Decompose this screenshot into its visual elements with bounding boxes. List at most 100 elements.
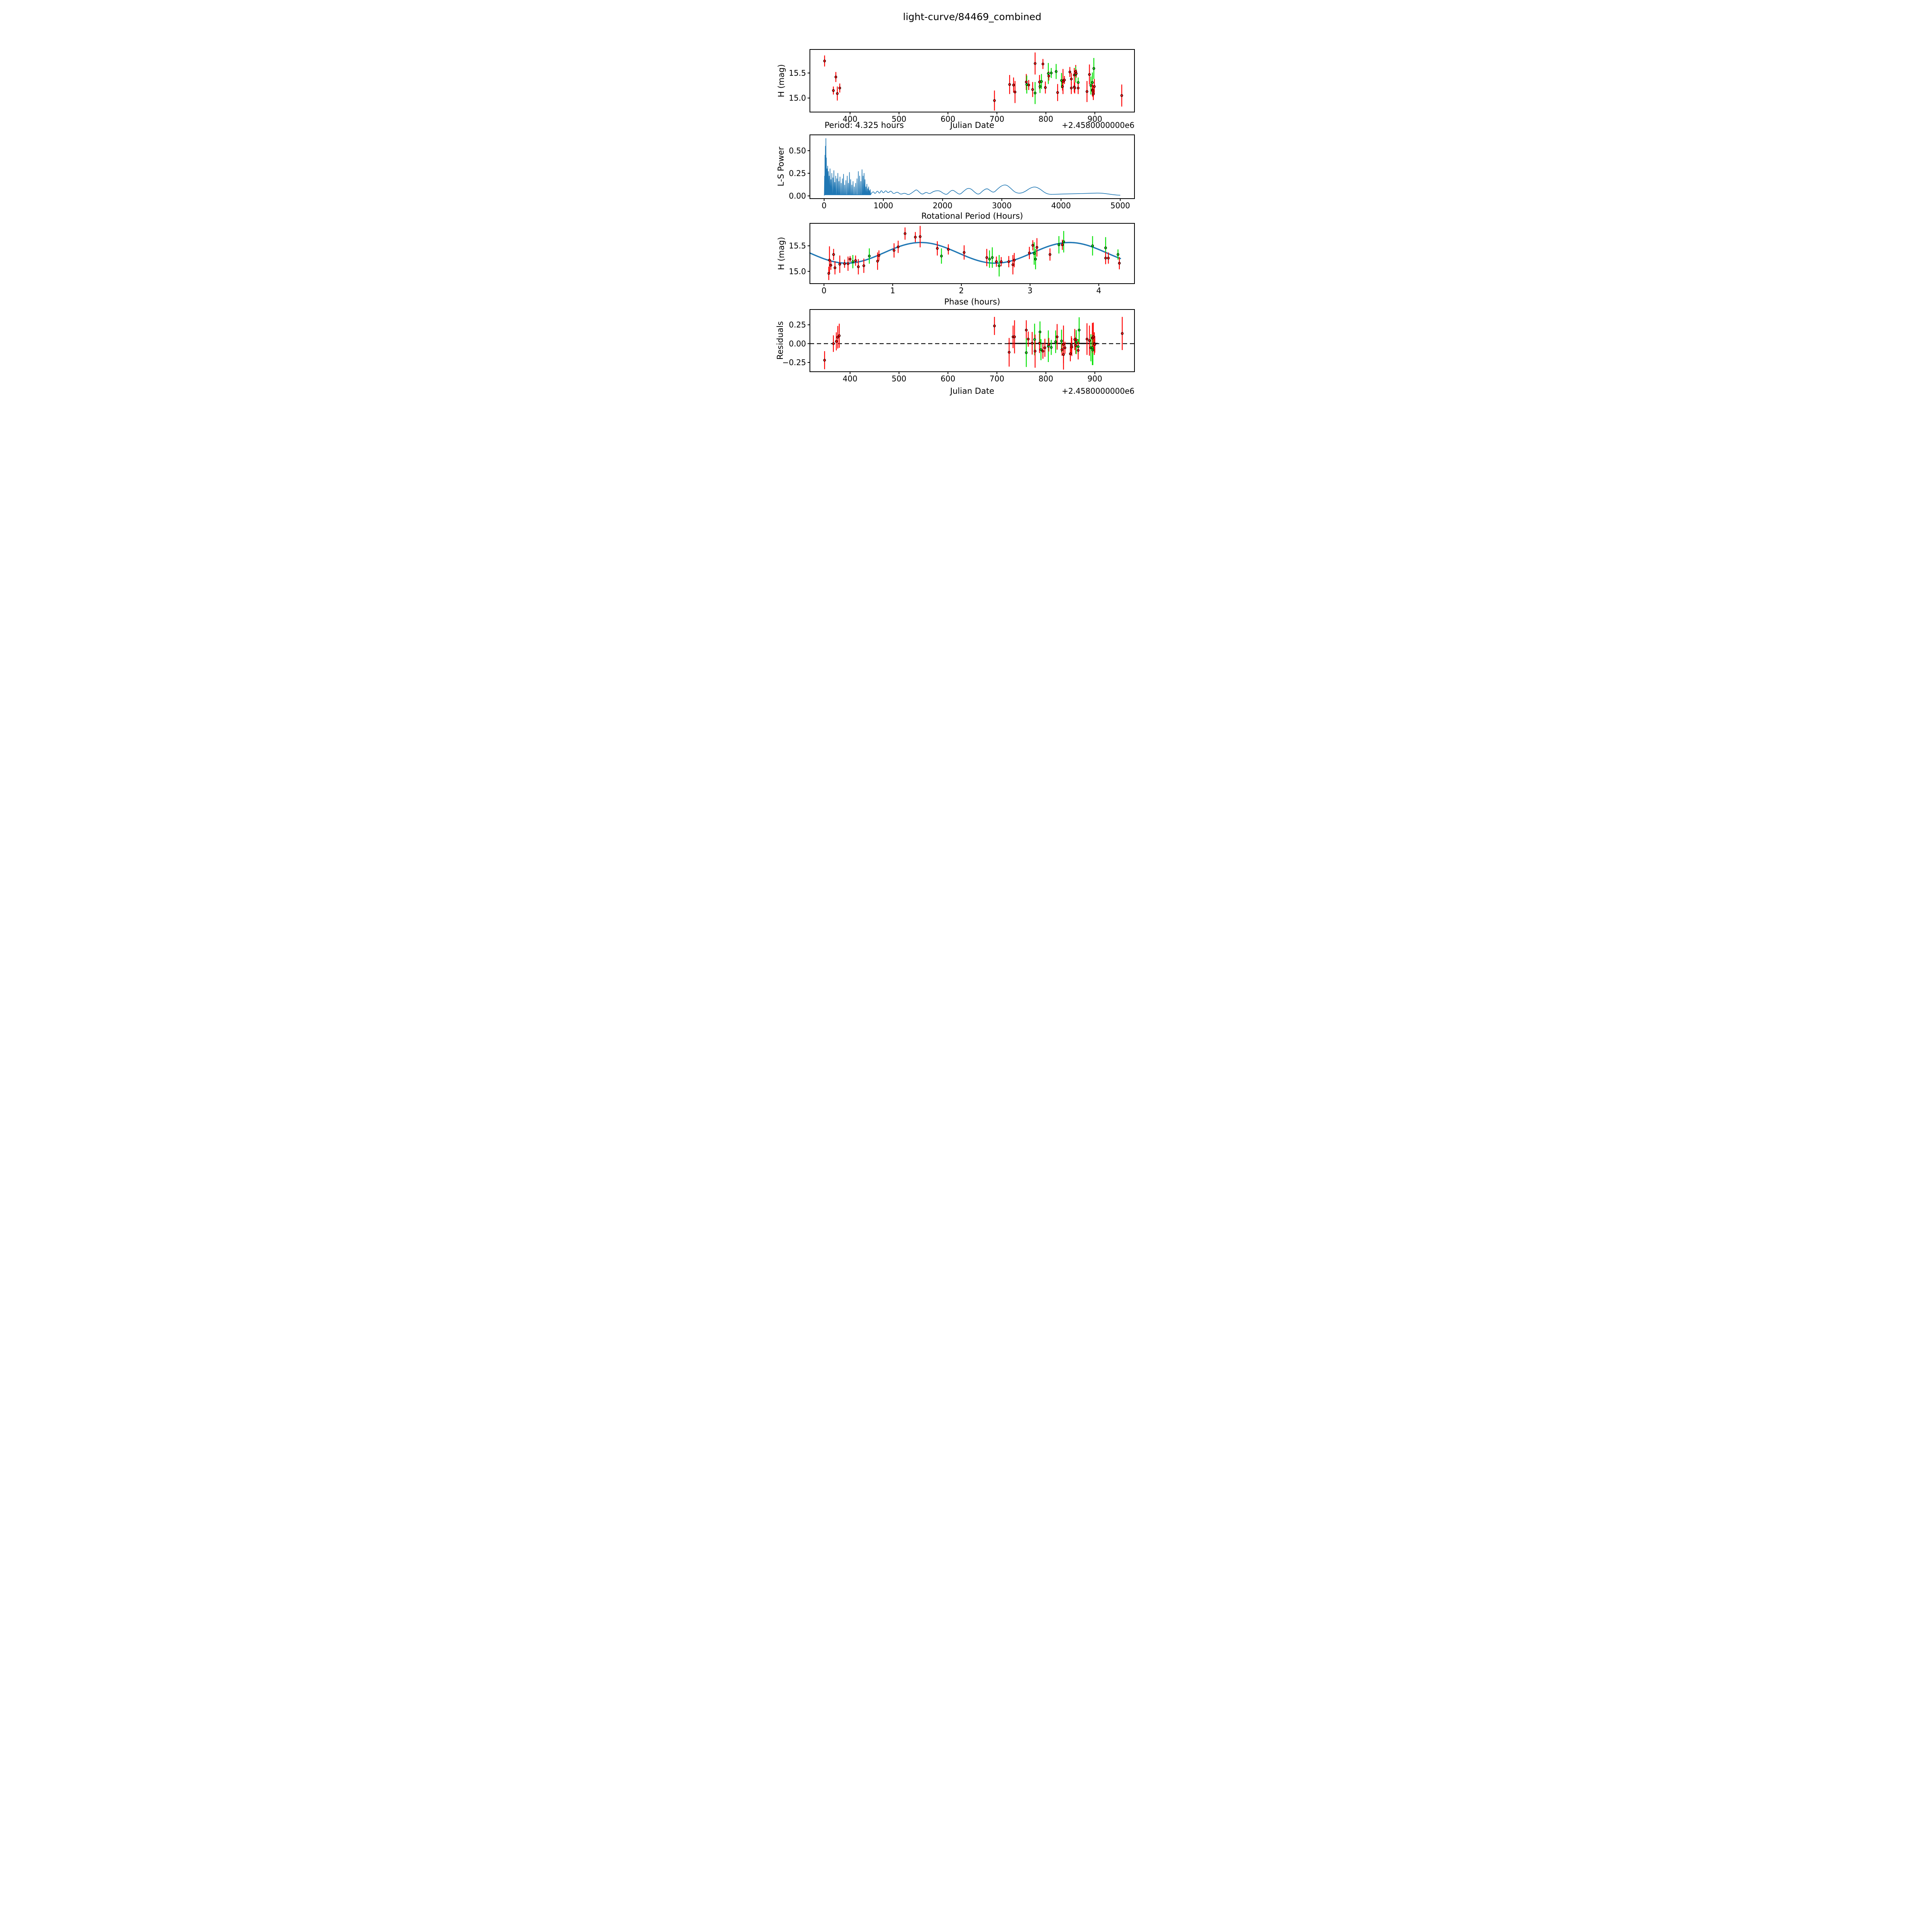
data-point [1025, 80, 1028, 83]
phase-frame [810, 223, 1135, 284]
data-point [993, 99, 996, 102]
data-point [1047, 75, 1050, 78]
data-point [1044, 86, 1047, 89]
data-point [847, 262, 850, 265]
data-point [985, 256, 988, 259]
data-point [940, 255, 943, 258]
data-point [995, 260, 998, 263]
data-point [1089, 84, 1092, 87]
data-point [1093, 85, 1096, 88]
data-point [1040, 80, 1043, 83]
data-point [1038, 342, 1041, 345]
data-point [827, 272, 830, 275]
data-point [1073, 87, 1076, 90]
x-tick-label: 2 [959, 286, 964, 295]
data-point [1078, 328, 1081, 332]
x-tick-label: 800 [1039, 374, 1053, 383]
data-point [1039, 85, 1041, 88]
data-point [1033, 338, 1036, 341]
data-point [1041, 350, 1044, 353]
data-point [1028, 252, 1031, 255]
data-point [1063, 346, 1066, 349]
period-annotation: Period: 4.325 hours [825, 121, 904, 130]
y-tick-label: 15.5 [789, 68, 806, 78]
data-point [1012, 83, 1015, 87]
x-tick-label: 600 [940, 114, 955, 124]
x-tick-label: 700 [990, 374, 1004, 383]
data-point [1007, 260, 1010, 263]
data-point [936, 247, 939, 250]
data-point [1057, 243, 1060, 247]
jd-mag-frame [810, 49, 1135, 112]
data-point [828, 259, 831, 262]
data-point [832, 253, 835, 256]
data-point [1034, 62, 1037, 65]
x-tick-label: 1000 [874, 201, 893, 210]
y-tick-label: 0.50 [789, 146, 806, 155]
x-tick-label: 400 [843, 114, 857, 124]
data-point [1061, 85, 1064, 88]
x-tick-label: 500 [891, 374, 906, 383]
data-point [1085, 338, 1088, 341]
data-point [947, 248, 950, 251]
data-point [849, 258, 852, 261]
data-point [1091, 81, 1094, 84]
data-point [1075, 340, 1078, 344]
x-tick-label: 0 [821, 201, 827, 210]
data-point [851, 260, 854, 263]
data-point [878, 254, 881, 257]
data-point [835, 340, 838, 343]
data-point [1092, 67, 1095, 70]
data-point [1116, 253, 1119, 256]
data-point [862, 264, 866, 267]
data-point [1047, 72, 1050, 75]
data-point [1039, 348, 1043, 351]
x-tick-label: 3000 [992, 201, 1012, 210]
y-tick-label: 0.00 [789, 339, 806, 348]
x-tick-label: 4000 [1051, 201, 1071, 210]
data-point [1093, 343, 1096, 346]
data-point [868, 255, 871, 258]
y-tick-label: 15.0 [789, 94, 806, 103]
data-point [1025, 351, 1028, 354]
data-point [1091, 244, 1094, 247]
data-point [1063, 78, 1066, 82]
data-point [1008, 351, 1011, 354]
data-point [1121, 332, 1124, 335]
data-point [1047, 343, 1050, 346]
x-tick-label: 900 [1087, 114, 1102, 124]
figure-title: light-curve/84469_combined [903, 11, 1041, 22]
data-point [991, 256, 994, 259]
phase-plot: 0 1 2 3 4 15.0 15.5 [789, 223, 1135, 295]
data-point [963, 251, 966, 254]
data-point [1056, 335, 1059, 338]
data-point [823, 60, 826, 63]
data-point [836, 92, 839, 95]
data-point [993, 325, 996, 327]
data-point [1000, 260, 1003, 263]
data-point [1092, 92, 1095, 95]
data-point [1054, 340, 1057, 343]
data-point [1085, 90, 1088, 93]
data-point [1031, 88, 1034, 91]
data-point [1074, 344, 1077, 347]
data-point [1075, 338, 1078, 342]
data-point [1075, 72, 1078, 75]
data-point [829, 264, 832, 267]
data-point [838, 263, 841, 266]
periodogram-xlabel: Rotational Period (Hours) [921, 211, 1023, 221]
data-point [1027, 338, 1030, 341]
data-point [1014, 90, 1017, 94]
data-point [1069, 352, 1072, 355]
data-point [1041, 63, 1044, 66]
data-point [1070, 77, 1073, 80]
data-point [1068, 70, 1071, 73]
data-point [1092, 335, 1095, 338]
x-tick-label: 2000 [933, 201, 952, 210]
data-point [833, 266, 837, 269]
data-point [1050, 346, 1053, 349]
data-point [998, 264, 1001, 267]
data-point [1120, 94, 1123, 97]
data-point [838, 87, 841, 90]
data-point [896, 245, 900, 248]
